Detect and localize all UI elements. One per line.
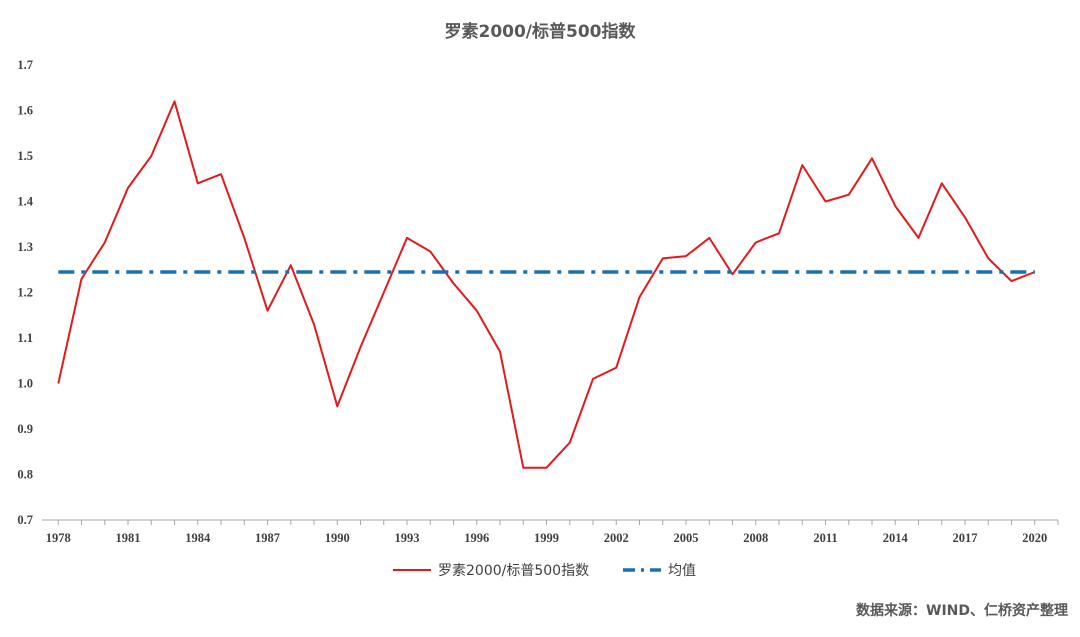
- y-tick-label: 1.2: [17, 286, 33, 300]
- x-tick-label: 1981: [116, 531, 141, 545]
- x-axis: 1978 1981 1984 1987 1990 1993 1996 1999 2002 2005…: [42, 519, 1059, 545]
- y-tick-label: 0.9: [17, 422, 33, 436]
- x-tick-label: 1993: [395, 531, 420, 545]
- x-tick-label: 2005: [674, 531, 699, 545]
- source-note: 数据来源：WIND、仁桥资产整理: [856, 602, 1068, 619]
- x-tick-label: 1990: [325, 531, 350, 545]
- y-tick-label: 0.7: [17, 513, 33, 527]
- y-tick-label: 1.1: [17, 331, 33, 345]
- y-tick-label: 1.4: [17, 195, 33, 209]
- x-tick-label: 2020: [1022, 531, 1047, 545]
- y-tick-label: 1.6: [17, 104, 33, 118]
- legend: 罗素2000/标普500指数 均值: [393, 563, 696, 579]
- legend-label-ratio: 罗素2000/标普500指数: [438, 563, 589, 579]
- x-tick-label: 2011: [813, 531, 837, 545]
- x-tick-label: 1984: [185, 531, 211, 545]
- x-tick-label: 1978: [46, 531, 71, 545]
- x-tick-label: 2017: [953, 531, 978, 545]
- x-tick-label: 1987: [255, 531, 280, 545]
- series-layer: [57, 100, 1036, 469]
- x-tick-label: 2008: [743, 531, 768, 545]
- x-tick-label: 2014: [883, 531, 909, 545]
- y-tick-label: 1.0: [17, 377, 33, 391]
- legend-label-mean: 均值: [668, 563, 696, 579]
- x-tick-label: 2002: [604, 531, 629, 545]
- y-axis-ticks: 0.7 0.8 0.9 1.0 1.1 1.2 1.3 1.4 1.5 1.6 1.7: [17, 58, 33, 527]
- x-tick-label: 1999: [534, 531, 559, 545]
- y-tick-label: 1.5: [17, 149, 33, 163]
- y-tick-label: 1.3: [17, 240, 33, 254]
- y-tick-label: 1.7: [17, 58, 33, 72]
- chart-title: 罗素2000/标普500指数: [444, 21, 636, 42]
- y-tick-label: 0.8: [17, 468, 33, 482]
- x-tick-label: 1996: [464, 531, 489, 545]
- series-line-ratio: [57, 100, 1036, 469]
